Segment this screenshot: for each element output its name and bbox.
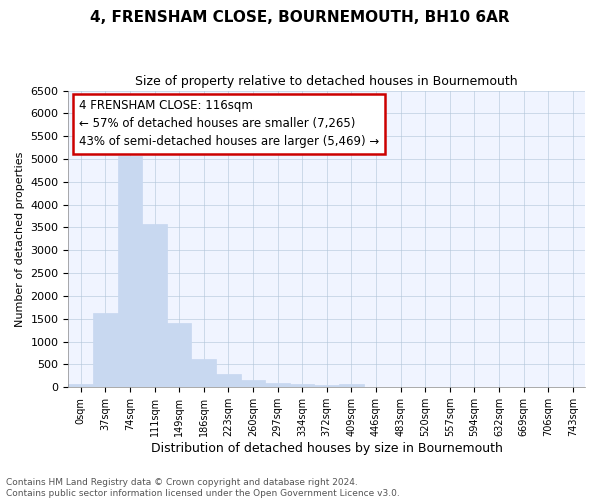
Bar	[118, 156, 142, 387]
Text: 4 FRENSHAM CLOSE: 116sqm
← 57% of detached houses are smaller (7,265)
43% of sem: 4 FRENSHAM CLOSE: 116sqm ← 57% of detach…	[79, 100, 379, 148]
Y-axis label: Number of detached properties: Number of detached properties	[15, 151, 25, 326]
Bar	[93, 313, 118, 387]
Bar	[142, 224, 167, 387]
Bar	[167, 324, 191, 387]
Title: Size of property relative to detached houses in Bournemouth: Size of property relative to detached ho…	[136, 75, 518, 88]
Bar	[339, 384, 364, 387]
Text: 4, FRENSHAM CLOSE, BOURNEMOUTH, BH10 6AR: 4, FRENSHAM CLOSE, BOURNEMOUTH, BH10 6AR	[90, 10, 510, 25]
Text: Contains HM Land Registry data © Crown copyright and database right 2024.
Contai: Contains HM Land Registry data © Crown c…	[6, 478, 400, 498]
Bar	[265, 383, 290, 387]
Bar	[241, 380, 265, 387]
X-axis label: Distribution of detached houses by size in Bournemouth: Distribution of detached houses by size …	[151, 442, 503, 455]
Bar	[314, 385, 339, 387]
Bar	[290, 384, 314, 387]
Bar	[216, 374, 241, 387]
Bar	[191, 358, 216, 387]
Bar	[68, 384, 93, 387]
